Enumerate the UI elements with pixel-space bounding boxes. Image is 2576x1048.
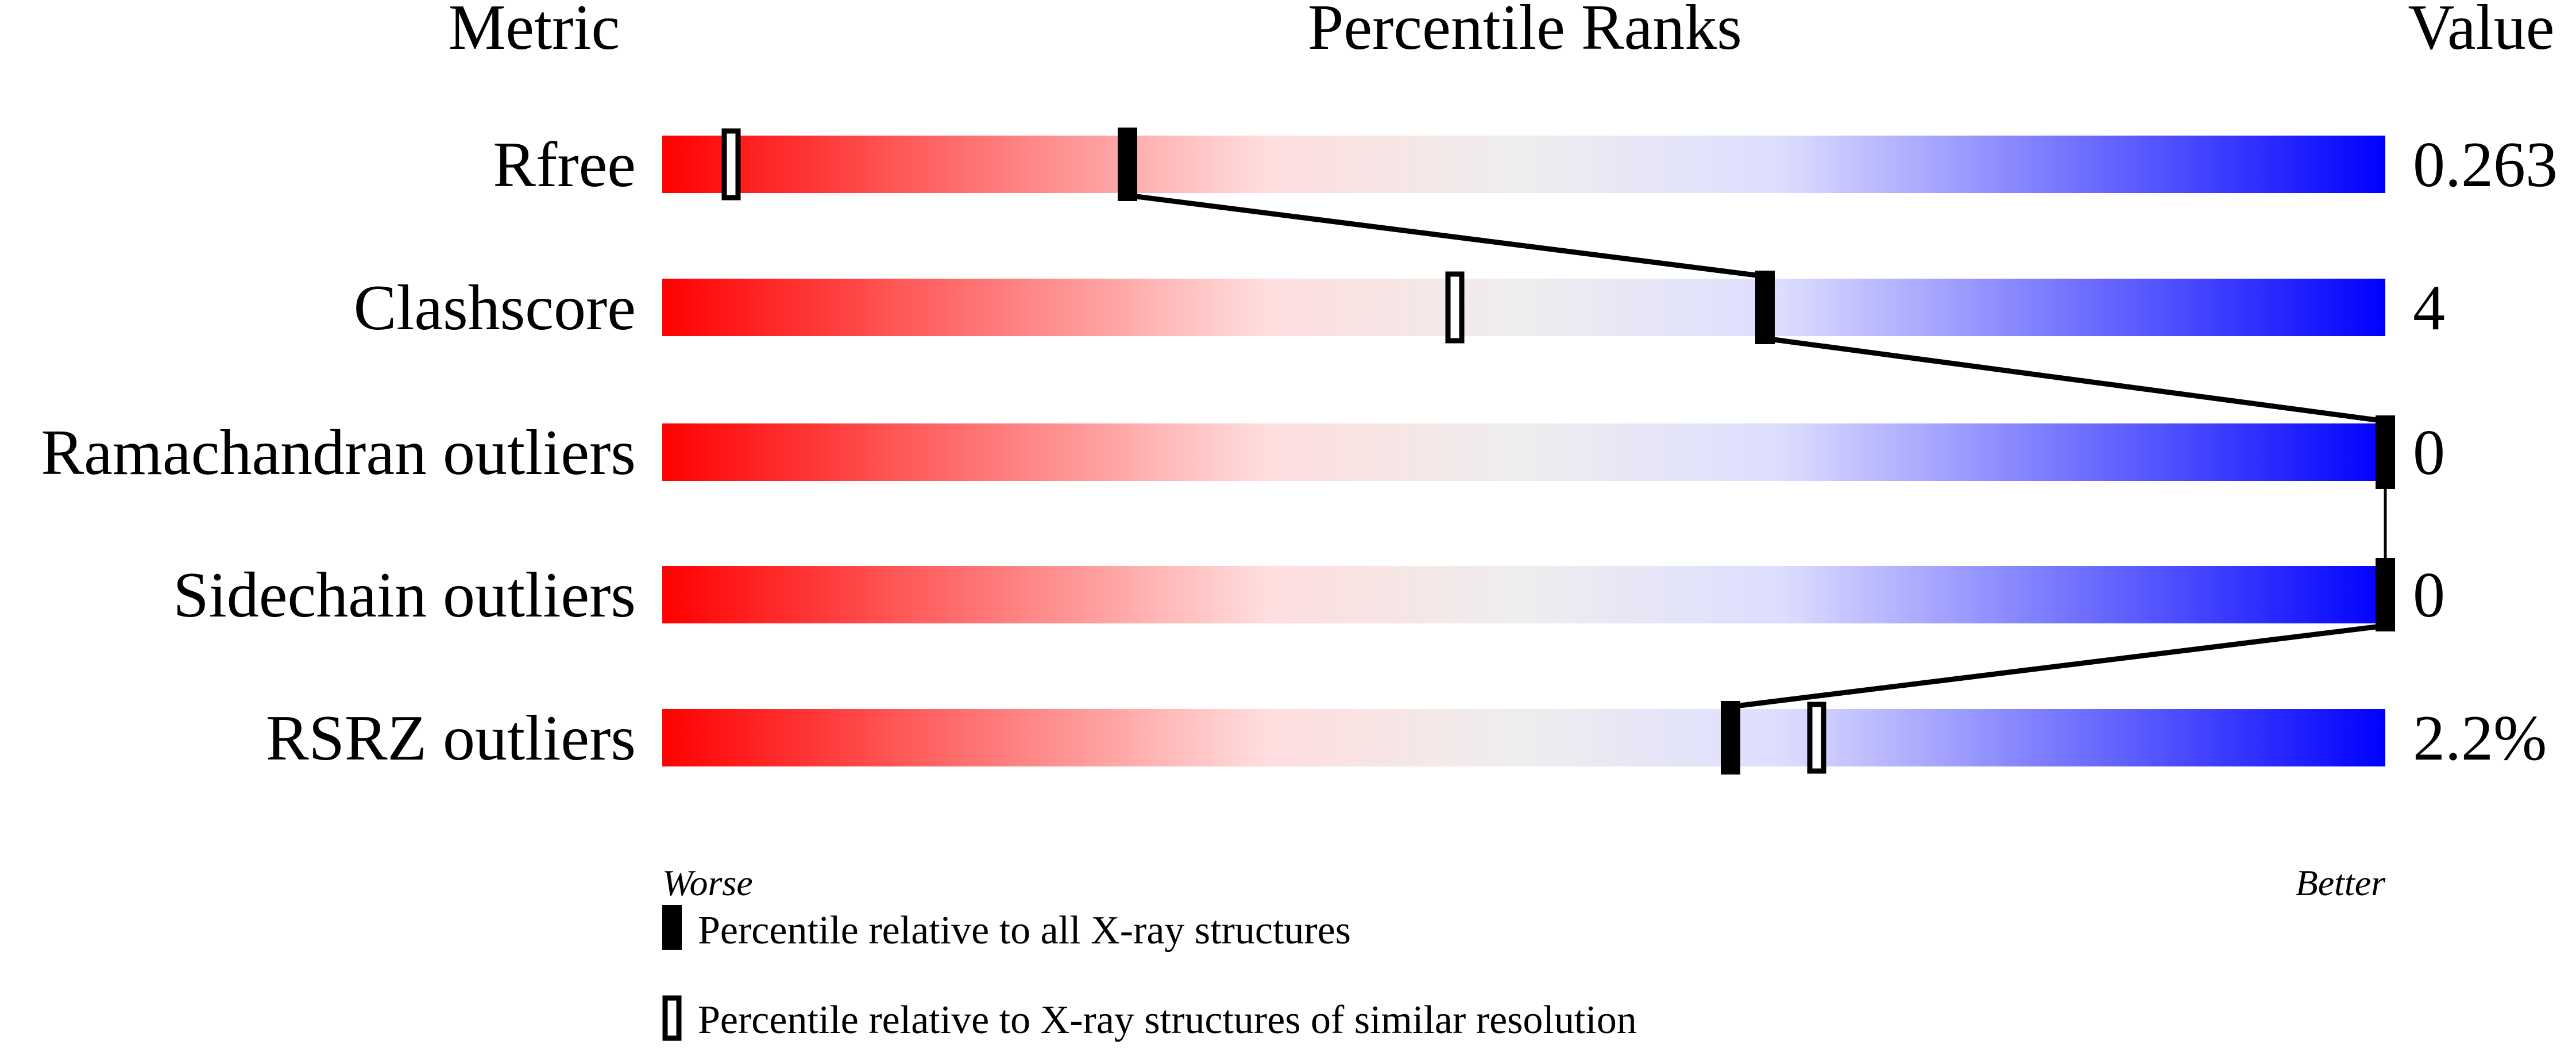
legend-all-marker bbox=[662, 905, 682, 950]
metric-label: Ramachandran outliers bbox=[41, 417, 636, 488]
metric-value: 0 bbox=[2413, 560, 2445, 631]
percentile-bar bbox=[662, 566, 2385, 623]
all-structures-marker bbox=[1721, 701, 1740, 775]
percentile-bar bbox=[662, 136, 2385, 193]
legend-similar-label: Percentile relative to X-ray structures … bbox=[698, 998, 1637, 1042]
metric-value: 0 bbox=[2413, 417, 2445, 488]
percentile-bar bbox=[662, 279, 2385, 336]
connector-line bbox=[1730, 623, 2386, 710]
all-structures-marker bbox=[1755, 271, 1775, 344]
header-value: Value bbox=[2408, 0, 2554, 63]
similar-resolution-marker bbox=[1807, 702, 1826, 774]
legend-similar-marker bbox=[662, 995, 682, 1041]
axis-label-worse: Worse bbox=[662, 862, 753, 903]
metric-label: Rfree bbox=[493, 129, 636, 201]
all-structures-marker bbox=[2376, 558, 2395, 631]
metric-value: 2.2% bbox=[2413, 703, 2547, 774]
metric-label: Sidechain outliers bbox=[173, 560, 636, 631]
similar-resolution-marker bbox=[1445, 271, 1465, 344]
all-structures-marker bbox=[1118, 128, 1137, 201]
metric-value: 0.263 bbox=[2413, 129, 2558, 201]
header-metric: Metric bbox=[449, 0, 620, 63]
header-percentile-ranks: Percentile Ranks bbox=[1308, 0, 1742, 63]
axis-label-better: Better bbox=[2296, 862, 2386, 903]
metric-label: Clashscore bbox=[354, 272, 636, 344]
percentile-bar bbox=[662, 709, 2385, 766]
connector-line bbox=[1764, 336, 2386, 424]
similar-resolution-marker bbox=[721, 128, 741, 201]
percentile-bar bbox=[662, 423, 2385, 481]
metric-value: 4 bbox=[2413, 272, 2445, 344]
metric-label: RSRZ outliers bbox=[266, 703, 636, 774]
all-structures-marker bbox=[2376, 415, 2395, 489]
legend-all-label: Percentile relative to all X-ray structu… bbox=[698, 908, 1351, 953]
connector-line bbox=[1127, 192, 1766, 279]
